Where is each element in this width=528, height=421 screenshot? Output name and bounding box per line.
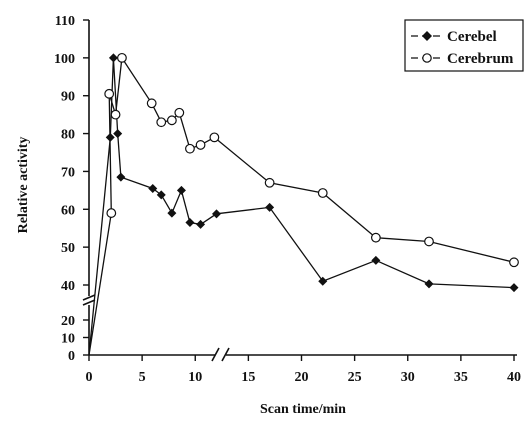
axes — [82, 20, 517, 362]
legend-marker-cerebrum — [422, 53, 432, 63]
data-point-cerebel — [424, 279, 434, 289]
y-tick-label: 20 — [61, 314, 75, 329]
data-point-cerebel — [148, 183, 158, 193]
data-point-cerebel — [116, 172, 126, 182]
data-point-cerebrum — [264, 177, 275, 188]
y-tick-label: 80 — [61, 128, 75, 143]
x-tick-label: 30 — [401, 370, 415, 385]
data-point-cerebel — [156, 190, 166, 200]
data-point-cerebel — [212, 209, 221, 219]
data-point-cerebrum — [209, 132, 220, 143]
y-tick-label: 0 — [68, 349, 75, 364]
x-break-mark-left — [211, 347, 220, 362]
data-point-cerebrum — [106, 208, 117, 218]
data-point-cerebrum — [146, 98, 157, 109]
data-point-cerebrum — [509, 257, 519, 268]
data-point-cerebrum — [370, 232, 381, 243]
data-point-cerebrum — [104, 88, 115, 99]
data-point-cerebel — [371, 255, 381, 265]
data-point-cerebel — [176, 185, 186, 195]
x-tick-label: 0 — [86, 370, 93, 385]
data-point-cerebel — [185, 218, 195, 228]
y-tick-label: 70 — [61, 165, 75, 180]
x-tick-label: 40 — [507, 370, 521, 385]
y-tick-label: 90 — [61, 90, 75, 105]
data-point-cerebrum — [166, 115, 177, 126]
legend: Cerebel Cerebrum — [404, 19, 524, 72]
data-point-cerebrum — [195, 140, 206, 150]
x-tick-label: 15 — [241, 370, 255, 385]
y-tick-label: 100 — [54, 52, 75, 67]
x-tick-label: 25 — [348, 370, 362, 385]
y-tick-label: 110 — [55, 14, 75, 29]
x-break-mark-right — [221, 347, 230, 362]
y-tick-label: 50 — [61, 241, 75, 256]
y-axis-title: Relative activity — [16, 137, 31, 234]
data-point-cerebrum — [317, 188, 328, 198]
data-point-cerebrum — [185, 143, 195, 154]
x-tick-label: 35 — [454, 370, 468, 385]
x-axis-title: Scan time/min — [260, 402, 346, 417]
y-tick-label: 60 — [61, 203, 75, 218]
legend-box — [404, 19, 524, 72]
legend-item-cerebel: Cerebel — [411, 29, 497, 45]
legend-item-cerebrum: Cerebrum — [411, 51, 514, 67]
y-break-mark-top — [82, 294, 96, 301]
data-point-cerebrum — [424, 236, 434, 247]
data-point-cerebrum — [156, 117, 167, 128]
data-point-cerebrum — [117, 52, 127, 63]
ticks: 0 5 10 15 20 25 30 35 40 40 50 60 70 80 90 100 110 0 10 20 — [54, 14, 521, 385]
data-point-cerebel — [318, 276, 328, 286]
y-tick-label: 10 — [61, 332, 75, 347]
x-tick-label: 20 — [295, 370, 309, 385]
legend-marker-cerebel — [422, 31, 432, 41]
y-break-mark-bottom — [82, 299, 96, 306]
x-tick-label: 10 — [188, 370, 202, 385]
data-point-cerebel — [509, 283, 519, 293]
data-point-cerebrum — [174, 107, 185, 118]
data-point-cerebel — [167, 208, 177, 218]
series-layer — [88, 52, 519, 356]
x-tick-label: 5 — [139, 370, 146, 385]
data-point-cerebel — [113, 129, 123, 139]
data-point-cerebrum — [110, 109, 121, 120]
y-tick-label: 40 — [61, 279, 75, 294]
legend-label-cerebrum: Cerebrum — [447, 51, 514, 67]
data-point-cerebel — [196, 219, 206, 229]
legend-label-cerebel: Cerebel — [447, 29, 497, 45]
data-point-cerebel — [108, 53, 118, 63]
data-point-cerebel — [265, 202, 275, 212]
